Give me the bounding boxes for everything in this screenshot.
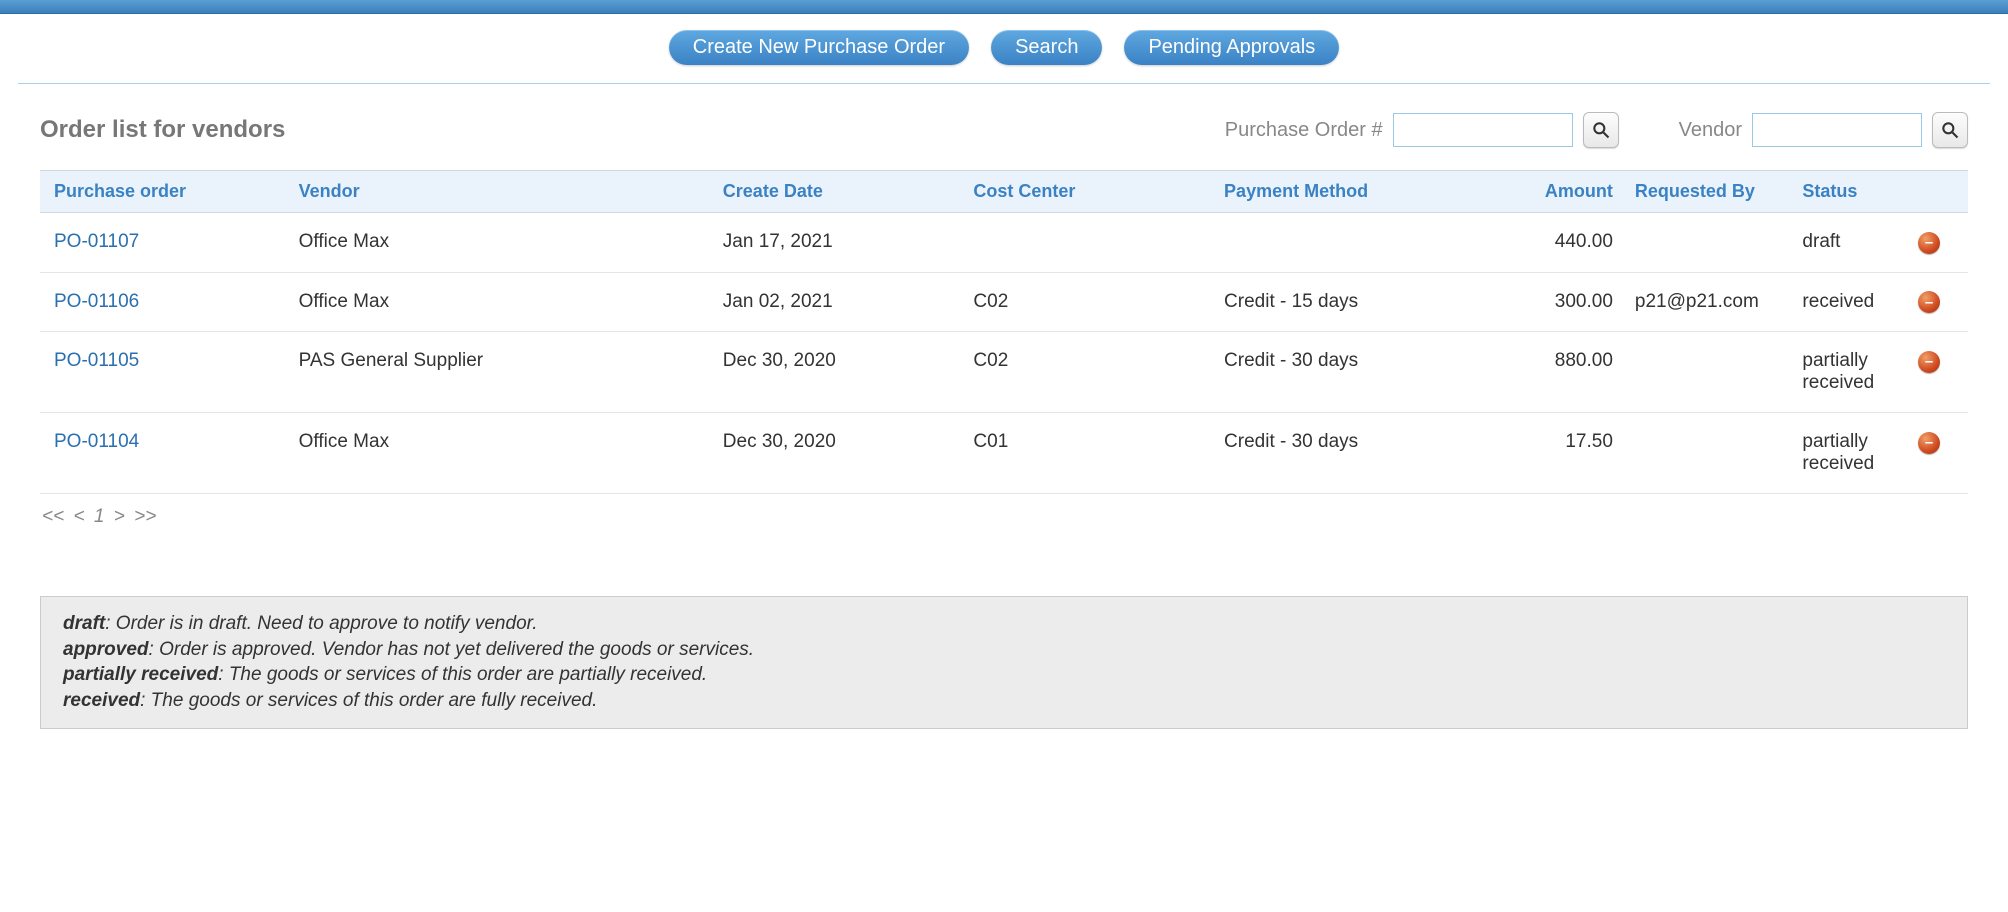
po-search-input[interactable] bbox=[1393, 113, 1573, 147]
page-prev[interactable]: < bbox=[71, 506, 86, 527]
cell-payment-method: Credit - 30 days bbox=[1216, 332, 1505, 413]
delete-icon[interactable]: – bbox=[1918, 432, 1940, 454]
po-link[interactable]: PO-01106 bbox=[54, 291, 139, 312]
cell-status: received bbox=[1794, 272, 1910, 332]
status-legend: draft: Order is in draft. Need to approv… bbox=[40, 596, 1968, 729]
legend-line-received: received: The goods or services of this … bbox=[63, 688, 1945, 714]
col-header-amount[interactable]: Amount bbox=[1505, 171, 1621, 213]
cell-vendor: Office Max bbox=[291, 413, 715, 494]
legend-line-draft: draft: Order is in draft. Need to approv… bbox=[63, 611, 1945, 637]
col-header-status[interactable]: Status bbox=[1794, 171, 1910, 213]
col-header-date[interactable]: Create Date bbox=[715, 171, 966, 213]
cell-amount: 880.00 bbox=[1505, 332, 1621, 413]
po-link[interactable]: PO-01107 bbox=[54, 231, 139, 252]
pagination: << < 1 > >> bbox=[40, 494, 1968, 540]
header-row: Order list for vendors Purchase Order # … bbox=[40, 112, 1968, 148]
po-link[interactable]: PO-01105 bbox=[54, 350, 139, 371]
cell-action: – bbox=[1910, 213, 1968, 273]
cell-requested-by: p21@p21.com bbox=[1621, 272, 1795, 332]
table-row: PO-01107 Office MaxJan 17, 2021 440.00 draf… bbox=[40, 213, 1968, 273]
delete-icon[interactable]: – bbox=[1918, 232, 1940, 254]
cell-requested-by bbox=[1621, 332, 1795, 413]
cell-status: partially received bbox=[1794, 332, 1910, 413]
po-search-label: Purchase Order # bbox=[1225, 119, 1383, 142]
table-header-row: Purchase order Vendor Create Date Cost C… bbox=[40, 171, 1968, 213]
po-search-icon-button[interactable] bbox=[1583, 112, 1619, 148]
po-search-group: Purchase Order # bbox=[1225, 112, 1619, 148]
table-row: PO-01104 Office MaxDec 30, 2020C01Credit … bbox=[40, 413, 1968, 494]
col-header-po[interactable]: Purchase order bbox=[40, 171, 291, 213]
col-header-requested-by[interactable]: Requested By bbox=[1621, 171, 1795, 213]
search-button[interactable]: Search bbox=[991, 30, 1102, 65]
cell-payment-method: Credit - 30 days bbox=[1216, 413, 1505, 494]
cell-requested-by bbox=[1621, 213, 1795, 273]
cell-payment-method: Credit - 15 days bbox=[1216, 272, 1505, 332]
cell-status: draft bbox=[1794, 213, 1910, 273]
cell-cost-center: C01 bbox=[965, 413, 1216, 494]
vendor-search-icon-button[interactable] bbox=[1932, 112, 1968, 148]
cell-action: – bbox=[1910, 332, 1968, 413]
pending-approvals-button[interactable]: Pending Approvals bbox=[1124, 30, 1339, 65]
window-top-bar bbox=[0, 0, 2008, 14]
cell-date: Dec 30, 2020 bbox=[715, 413, 966, 494]
cell-vendor: Office Max bbox=[291, 213, 715, 273]
cell-amount: 17.50 bbox=[1505, 413, 1621, 494]
legend-line-approved: approved: Order is approved. Vendor has … bbox=[63, 637, 1945, 663]
create-po-button[interactable]: Create New Purchase Order bbox=[669, 30, 969, 65]
po-link[interactable]: PO-01104 bbox=[54, 431, 139, 452]
page-next[interactable]: > bbox=[112, 506, 127, 527]
col-header-vendor[interactable]: Vendor bbox=[291, 171, 715, 213]
cell-requested-by bbox=[1621, 413, 1795, 494]
vendor-search-label: Vendor bbox=[1679, 119, 1742, 142]
cell-cost-center: C02 bbox=[965, 272, 1216, 332]
page-first[interactable]: << bbox=[40, 506, 66, 527]
vendor-search-input[interactable] bbox=[1752, 113, 1922, 147]
cell-vendor: PAS General Supplier bbox=[291, 332, 715, 413]
cell-date: Dec 30, 2020 bbox=[715, 332, 966, 413]
cell-date: Jan 02, 2021 bbox=[715, 272, 966, 332]
page-last[interactable]: >> bbox=[132, 506, 158, 527]
search-icon bbox=[1591, 120, 1611, 140]
cell-action: – bbox=[1910, 413, 1968, 494]
table-row: PO-01105 PAS General SupplierDec 30, 2020… bbox=[40, 332, 1968, 413]
legend-line-partial: partially received: The goods or service… bbox=[63, 662, 1945, 688]
col-header-action bbox=[1910, 171, 1968, 213]
page-current: 1 bbox=[92, 506, 107, 527]
delete-icon[interactable]: – bbox=[1918, 351, 1940, 373]
page-title: Order list for vendors bbox=[40, 116, 285, 144]
cell-status: partially received bbox=[1794, 413, 1910, 494]
cell-action: – bbox=[1910, 272, 1968, 332]
table-row: PO-01106 Office MaxJan 02, 2021C02Credit … bbox=[40, 272, 1968, 332]
cell-vendor: Office Max bbox=[291, 272, 715, 332]
main-content: Order list for vendors Purchase Order # … bbox=[0, 84, 2008, 749]
search-icon bbox=[1940, 120, 1960, 140]
cell-cost-center: C02 bbox=[965, 332, 1216, 413]
cell-amount: 440.00 bbox=[1505, 213, 1621, 273]
col-header-payment[interactable]: Payment Method bbox=[1216, 171, 1505, 213]
delete-icon[interactable]: – bbox=[1918, 291, 1940, 313]
cell-date: Jan 17, 2021 bbox=[715, 213, 966, 273]
cell-amount: 300.00 bbox=[1505, 272, 1621, 332]
col-header-cost[interactable]: Cost Center bbox=[965, 171, 1216, 213]
po-table: Purchase order Vendor Create Date Cost C… bbox=[40, 170, 1968, 494]
cell-payment-method bbox=[1216, 213, 1505, 273]
cell-cost-center bbox=[965, 213, 1216, 273]
action-bar: Create New Purchase Order Search Pending… bbox=[18, 14, 1990, 84]
vendor-search-group: Vendor bbox=[1679, 112, 1968, 148]
